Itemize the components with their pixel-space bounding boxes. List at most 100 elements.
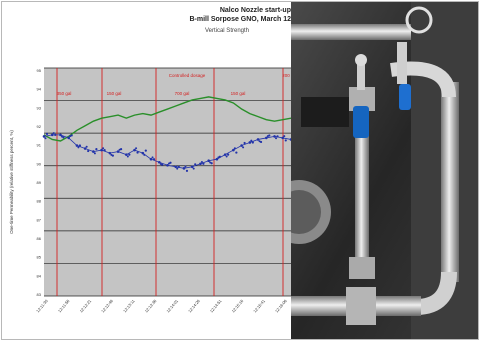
pipe-right-vertical — [441, 82, 459, 282]
series-blue-point — [209, 161, 212, 164]
series-blue-point — [100, 148, 103, 152]
series-blue-point — [159, 163, 162, 166]
series-blue-point — [248, 141, 252, 144]
series-blue-point — [168, 162, 170, 165]
series-blue-point — [174, 165, 178, 169]
x-tick-label: 12:12:21 — [78, 298, 92, 314]
y-tick-label: 93 — [37, 105, 42, 110]
series-blue-point — [200, 160, 203, 163]
series-blue-point — [215, 157, 219, 161]
series-blue-point — [182, 167, 186, 170]
x-tick-label: 12:15:16 — [230, 298, 244, 314]
y-tick-label: 87 — [37, 217, 42, 222]
series-blue-point — [194, 163, 197, 166]
x-tick-label: 12:14:01 — [165, 298, 179, 314]
series-blue-point — [242, 146, 245, 149]
annotation-label: 150 gal — [231, 91, 246, 96]
series-blue-point — [59, 133, 62, 137]
chart-subtitle: Vertical Strength — [204, 28, 249, 34]
x-tick-label: 12:11:30 — [35, 298, 49, 314]
series-blue-point — [54, 133, 57, 136]
series-blue-point — [217, 156, 220, 159]
y-tick-label: 92 — [37, 124, 42, 129]
series-blue-point — [185, 169, 189, 172]
series-blue-point — [207, 159, 210, 163]
series-blue-point — [250, 139, 253, 142]
y-tick-label: 85 — [37, 255, 42, 260]
series-blue-point — [103, 148, 106, 152]
valve-wheel-icon — [405, 6, 433, 34]
series-blue-point — [227, 153, 230, 156]
pipe-photo-svg — [267, 2, 478, 339]
pipe-left-vertical — [355, 112, 369, 272]
series-blue-point — [251, 141, 254, 144]
series-blue-point — [190, 165, 194, 169]
series-blue-point — [95, 148, 98, 151]
series-blue-point — [102, 147, 105, 150]
series-blue-point — [225, 155, 228, 158]
series-blue-point — [235, 151, 238, 154]
x-tick-label: 12:13:36 — [144, 298, 158, 314]
annotation-label: 350 gal — [57, 91, 72, 96]
series-blue-point — [69, 135, 72, 138]
series-blue-point — [83, 147, 87, 150]
y-tick-label: 95 — [37, 68, 42, 73]
series-blue-point — [135, 147, 138, 150]
x-tick-label: 12:12:46 — [100, 298, 114, 314]
series-blue-point — [44, 137, 47, 140]
series-blue-point — [126, 155, 129, 158]
series-blue-point — [233, 147, 236, 150]
pipe-bottom-bend — [415, 271, 457, 315]
series-blue-point — [283, 135, 286, 138]
series-blue-point — [202, 162, 205, 165]
series-blue-point — [118, 148, 121, 151]
valve-stem-right — [397, 42, 407, 84]
series-blue-point — [243, 141, 246, 145]
plot-area — [44, 68, 291, 296]
annotation-label: 700 gal — [175, 91, 190, 96]
series-blue-point — [240, 144, 243, 147]
series-blue-point — [199, 162, 202, 166]
series-blue-point — [284, 139, 287, 142]
series-blue-point — [143, 153, 146, 156]
coupling-bottom — [346, 287, 376, 325]
y-tick-label: 83 — [37, 292, 42, 297]
chart-title-block: Nalco Nozzle start-up B-mill Sorpose GNO… — [141, 6, 291, 36]
series-blue-point — [108, 151, 112, 155]
chart-title-line2: B-mill Sorpose GNO, March 12 — [189, 16, 291, 23]
series-blue-point — [133, 148, 136, 152]
coupling-left — [349, 257, 375, 279]
series-blue-point — [50, 133, 54, 137]
y-tick-label: 88 — [37, 199, 42, 204]
valve-cap-left — [355, 54, 367, 66]
y-tick-label: 84 — [37, 273, 42, 278]
x-tick-label: 12:11:56 — [57, 298, 71, 314]
series-blue-point — [184, 165, 187, 168]
series-blue-point — [275, 137, 278, 140]
series-blue-point — [52, 132, 55, 135]
series-blue-point — [176, 167, 179, 170]
blue-valve-handle-left — [353, 106, 369, 138]
series-blue-point — [78, 144, 82, 147]
series-blue-point — [281, 136, 285, 140]
annotation-label: 200 — [282, 73, 290, 78]
series-blue-point — [276, 135, 279, 138]
series-blue-point — [42, 135, 46, 138]
series-blue-point — [151, 156, 154, 159]
series-blue-point — [136, 151, 139, 154]
series-blue-point — [152, 158, 156, 161]
x-tick-label: 12:13:11 — [122, 298, 136, 314]
series-blue-point — [265, 136, 268, 140]
series-blue-point — [177, 165, 180, 168]
series-blue-point — [256, 138, 260, 141]
series-blue-point — [141, 151, 145, 155]
series-blue-point — [116, 150, 120, 153]
series-blue-point — [110, 153, 113, 156]
bracket — [301, 97, 349, 127]
series-blue-point — [192, 167, 195, 170]
y-tick-label: 90 — [37, 161, 42, 166]
chart-svg: 95 94 93 92 91 90 89 88 87 86 85 84 83 One-time Perme… — [9, 67, 291, 314]
series-blue-point — [67, 136, 70, 140]
x-tick-label: 12:16:06 — [274, 298, 288, 314]
